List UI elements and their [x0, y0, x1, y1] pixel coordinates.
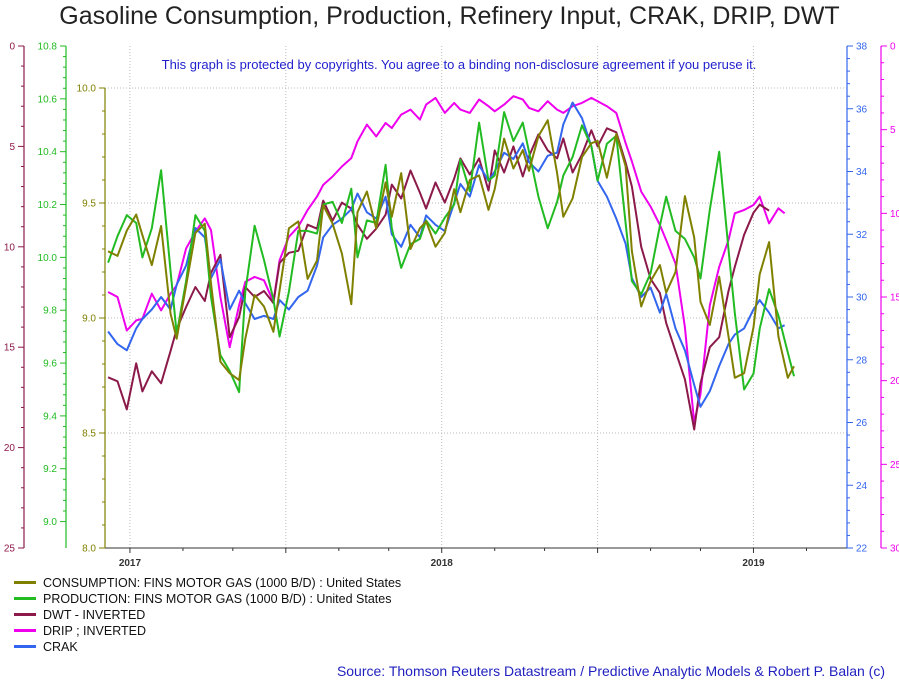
- axis-drip-inverted: 0 5 10 15 20 25 30: [880, 42, 899, 555]
- axis-tick-label: 9.5: [82, 199, 96, 210]
- legend: CONSUMPTION: FINS MOTOR GAS (1000 B/D) :…: [14, 575, 401, 655]
- axes: 2017 2018 2019051015202510.810.610.410.210…: [4, 42, 899, 570]
- axis-tick-label: 9.6: [43, 359, 57, 370]
- series-layer: [107, 95, 795, 431]
- axis-dwt-inverted: 0 5 10 15 20 25: [4, 42, 25, 555]
- legend-item: PRODUCTION: FINS MOTOR GAS (1000 B/D) : …: [14, 591, 401, 607]
- axis-tick-label: 10: [4, 242, 16, 253]
- legend-swatch: [14, 613, 36, 617]
- axis-tick-label: 9.0: [43, 517, 57, 528]
- copyright-notice: This graph is protected by copyrights. Y…: [162, 57, 757, 72]
- legend-swatch: [14, 581, 36, 585]
- grid-lines: [105, 46, 847, 549]
- legend-label: CRAK: [43, 640, 78, 654]
- legend-label: DWT - INVERTED: [43, 608, 146, 622]
- axis-tick-label: 15: [890, 293, 899, 304]
- axis-tick-label: 36: [856, 104, 868, 115]
- axis-tick-label: 34: [856, 167, 868, 178]
- axis-tick-label: 9.4: [43, 411, 57, 422]
- legend-label: DRIP ; INVERTED: [43, 624, 147, 638]
- axis-tick-label: 10.0: [38, 253, 58, 264]
- axis-tick-label: 25: [4, 544, 16, 555]
- series-line-5: [107, 101, 786, 408]
- axis-tick-label: 8.5: [82, 429, 96, 440]
- axis-tick-label: 25: [890, 460, 899, 471]
- series-line-4: [107, 95, 786, 424]
- axis-tick-label: 10.6: [38, 94, 58, 105]
- axis-tick-label: 22: [856, 544, 868, 555]
- axis-tick-label: 30: [890, 544, 899, 555]
- legend-swatch: [14, 597, 36, 601]
- axis-tick-label: 0: [890, 42, 896, 53]
- source-note: Source: Thomson Reuters Datastream / Pre…: [336, 663, 885, 679]
- axis-tick-label: 5: [890, 125, 896, 136]
- x-tick-label: 2018: [431, 558, 454, 569]
- series-line-2: [107, 111, 795, 394]
- legend-item: DRIP ; INVERTED: [14, 623, 401, 639]
- axis-crak: 38 36 34 32 30 28 26 24 22: [846, 42, 868, 555]
- legend-swatch: [14, 629, 36, 633]
- axis-tick-label: 9.2: [43, 464, 57, 475]
- axis-tick-label: 10.2: [38, 200, 58, 211]
- axis-tick-label: 24: [856, 481, 868, 492]
- axis-tick-label: 8.0: [82, 544, 96, 555]
- axis-tick-label: 10: [890, 209, 899, 220]
- axis-tick-label: 10.8: [38, 42, 58, 53]
- axis-tick-label: 5: [9, 142, 15, 153]
- legend-swatch: [14, 645, 36, 649]
- chart-title: Gasoline Consumption, Production, Refine…: [59, 2, 840, 30]
- x-tick-label: 2017: [119, 558, 142, 569]
- axis-tick-label: 20: [890, 376, 899, 387]
- axis-tick-label: 15: [4, 343, 16, 354]
- axis-tick-label: 32: [856, 230, 868, 241]
- axis-tick-label: 26: [856, 418, 868, 429]
- legend-item: DWT - INVERTED: [14, 607, 401, 623]
- x-tick-label: 2019: [742, 558, 765, 569]
- legend-label: CONSUMPTION: FINS MOTOR GAS (1000 B/D) :…: [43, 576, 402, 590]
- legend-label: PRODUCTION: FINS MOTOR GAS (1000 B/D) : …: [43, 592, 392, 606]
- axis-tick-label: 10.4: [38, 147, 58, 158]
- axis-tick-label: 30: [856, 293, 868, 304]
- legend-item: CONSUMPTION: FINS MOTOR GAS (1000 B/D) :…: [14, 575, 401, 591]
- axis-tick-label: 9.8: [43, 306, 57, 317]
- axis-tick-label: 10.0: [77, 84, 97, 95]
- axis-consumption: 10.0 9.5 9.0 8.5 8.0: [77, 84, 106, 555]
- axis-production: 10.8 10.6 10.4 10.2 10.0 9.8 9.6 9.4 9.2 9.0: [38, 42, 67, 548]
- axis-tick-label: 28: [856, 355, 868, 366]
- series-line-3: [107, 127, 770, 431]
- series-line-1: [107, 119, 795, 382]
- axis-tick-label: 9.0: [82, 314, 96, 325]
- axis-tick-label: 20: [4, 443, 16, 454]
- axis-tick-label: 38: [856, 42, 868, 53]
- legend-item: CRAK: [14, 639, 401, 655]
- axis-tick-label: 0: [9, 42, 15, 53]
